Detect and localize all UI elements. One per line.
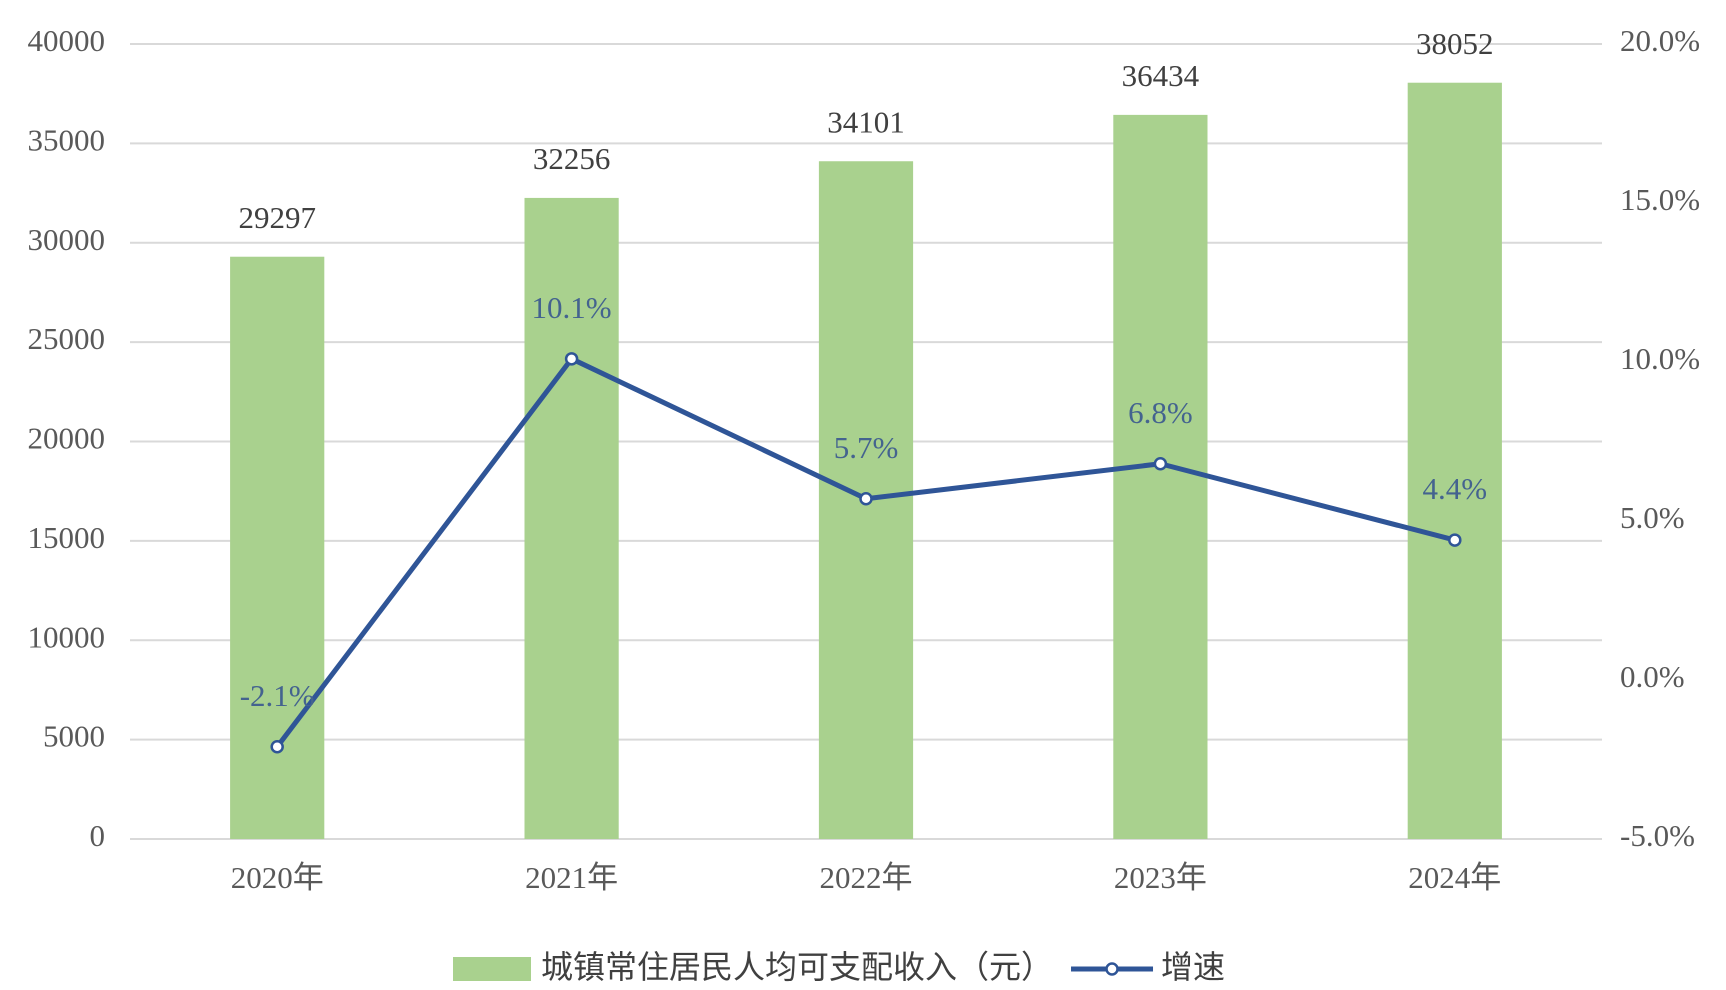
- line-value-label: 6.8%: [1128, 395, 1193, 430]
- y-tick-label: 30000: [28, 222, 106, 257]
- bar: [524, 197, 619, 840]
- legend-label: 增速: [1161, 948, 1225, 986]
- y-tick-label: 20000: [28, 421, 106, 456]
- y-tick-label: 40000: [28, 23, 106, 58]
- bar-value-label: 29297: [238, 200, 316, 235]
- line-value-label: -2.1%: [240, 678, 315, 713]
- bar-value-label: 32256: [533, 141, 611, 176]
- y2-tick-label: -5.0%: [1620, 818, 1695, 853]
- y-tick-label: 0: [90, 818, 106, 853]
- legend-marker: [1105, 962, 1119, 976]
- x-tick-label: 2021年: [525, 860, 618, 895]
- bar-value-label: 34101: [827, 104, 905, 139]
- bar: [1407, 82, 1502, 840]
- y-tick-label: 10000: [28, 619, 106, 654]
- x-tick-label: 2023年: [1114, 860, 1207, 895]
- x-tick-label: 2024年: [1408, 860, 1501, 895]
- line-marker: [1153, 457, 1168, 471]
- legend-label: 城镇常住居民人均可支配收入（元）: [541, 948, 1053, 986]
- y2-tick-label: 5.0%: [1620, 500, 1685, 535]
- x-tick-label: 2020年: [231, 860, 324, 895]
- y-tick-label: 25000: [28, 321, 106, 356]
- line-marker: [859, 491, 873, 506]
- line-marker: [1448, 533, 1462, 547]
- bar-value-label: 36434: [1122, 58, 1200, 93]
- bar-value-label: 38052: [1416, 26, 1494, 61]
- y-tick-label: 35000: [28, 122, 106, 157]
- line-value-label: 10.1%: [532, 290, 612, 325]
- legend-swatch: [453, 957, 531, 981]
- y2-tick-label: 0.0%: [1620, 659, 1685, 694]
- y2-tick-label: 20.0%: [1620, 23, 1700, 58]
- line-value-label: 4.4%: [1423, 471, 1488, 506]
- line-value-label: 5.7%: [834, 430, 899, 465]
- y2-tick-label: 15.0%: [1620, 182, 1700, 217]
- line-marker: [564, 352, 579, 366]
- legend: 城镇常住居民人均可支配收入（元） 增速: [453, 948, 1225, 986]
- x-tick-label: 2022年: [820, 860, 913, 895]
- line-marker: [270, 740, 284, 754]
- y-tick-label: 5000: [43, 719, 105, 754]
- bar: [1113, 114, 1208, 839]
- y2-tick-label: 10.0%: [1620, 341, 1700, 376]
- y-tick-label: 15000: [28, 520, 106, 555]
